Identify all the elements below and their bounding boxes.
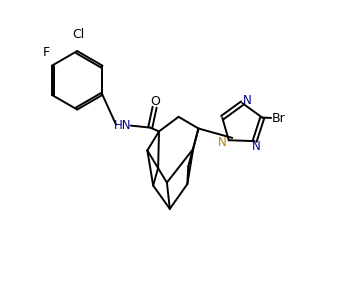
Text: N: N: [243, 94, 252, 107]
Text: N: N: [218, 136, 227, 149]
Text: Br: Br: [272, 112, 285, 125]
Text: Cl: Cl: [73, 28, 85, 41]
Text: F: F: [42, 46, 49, 59]
Text: N: N: [252, 140, 261, 153]
Text: O: O: [151, 95, 161, 108]
Text: HN: HN: [114, 119, 131, 132]
